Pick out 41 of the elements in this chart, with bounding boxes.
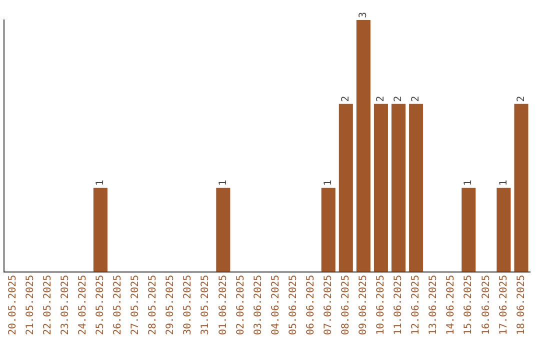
data-label: 1 bbox=[218, 180, 229, 186]
x-tick-label: 18.06.2025 bbox=[516, 274, 527, 336]
x-tick-label: 03.06.2025 bbox=[252, 274, 264, 336]
x-tick-label: 27.05.2025 bbox=[130, 274, 142, 336]
x-tick-label: 31.05.2025 bbox=[200, 274, 212, 336]
x-tick-label: 29.05.2025 bbox=[165, 274, 176, 336]
x-tick-label: 15.06.2025 bbox=[463, 274, 474, 336]
x-tick-label: 05.06.2025 bbox=[288, 274, 299, 336]
data-label: 1 bbox=[322, 180, 334, 186]
x-tick-label: 04.06.2025 bbox=[270, 274, 282, 336]
x-tick-label: 25.05.2025 bbox=[95, 274, 106, 336]
data-label: 1 bbox=[95, 180, 106, 186]
x-tick-label: 28.05.2025 bbox=[148, 274, 159, 336]
data-label: 2 bbox=[516, 96, 527, 102]
x-tick-label: 07.06.2025 bbox=[322, 274, 334, 336]
x-tick-label: 24.05.2025 bbox=[77, 274, 88, 336]
x-tick-label: 12.06.2025 bbox=[410, 274, 422, 336]
data-label: 2 bbox=[340, 96, 352, 102]
data-label: 2 bbox=[376, 96, 387, 102]
data-label: 1 bbox=[463, 180, 474, 186]
x-tick-label: 22.05.2025 bbox=[42, 274, 54, 336]
x-tick-label: 08.06.2025 bbox=[340, 274, 352, 336]
data-label: 1 bbox=[498, 180, 510, 186]
x-tick-label: 23.05.2025 bbox=[60, 274, 71, 336]
x-tick-label: 09.06.2025 bbox=[358, 274, 370, 336]
x-tick-label: 16.06.2025 bbox=[480, 274, 492, 336]
x-tick-label: 06.06.2025 bbox=[305, 274, 316, 336]
data-label: 3 bbox=[358, 12, 370, 18]
data-label: 2 bbox=[410, 96, 422, 102]
x-tick-label: 10.06.2025 bbox=[376, 274, 387, 336]
x-tick-label: 01.06.2025 bbox=[218, 274, 229, 336]
x-tick-label: 26.05.2025 bbox=[112, 274, 124, 336]
x-tick-label: 14.06.2025 bbox=[446, 274, 457, 336]
x-tick-label: 17.06.2025 bbox=[498, 274, 510, 336]
x-tick-label: 13.06.2025 bbox=[428, 274, 440, 336]
x-tick-label: 30.05.2025 bbox=[182, 274, 194, 336]
x-tick-label: 20.05.2025 bbox=[7, 274, 18, 336]
data-label: 2 bbox=[393, 96, 404, 102]
x-tick-label: 21.05.2025 bbox=[24, 274, 36, 336]
x-tick-label: 02.06.2025 bbox=[235, 274, 246, 336]
x-tick-label: 11.06.2025 bbox=[393, 274, 404, 336]
